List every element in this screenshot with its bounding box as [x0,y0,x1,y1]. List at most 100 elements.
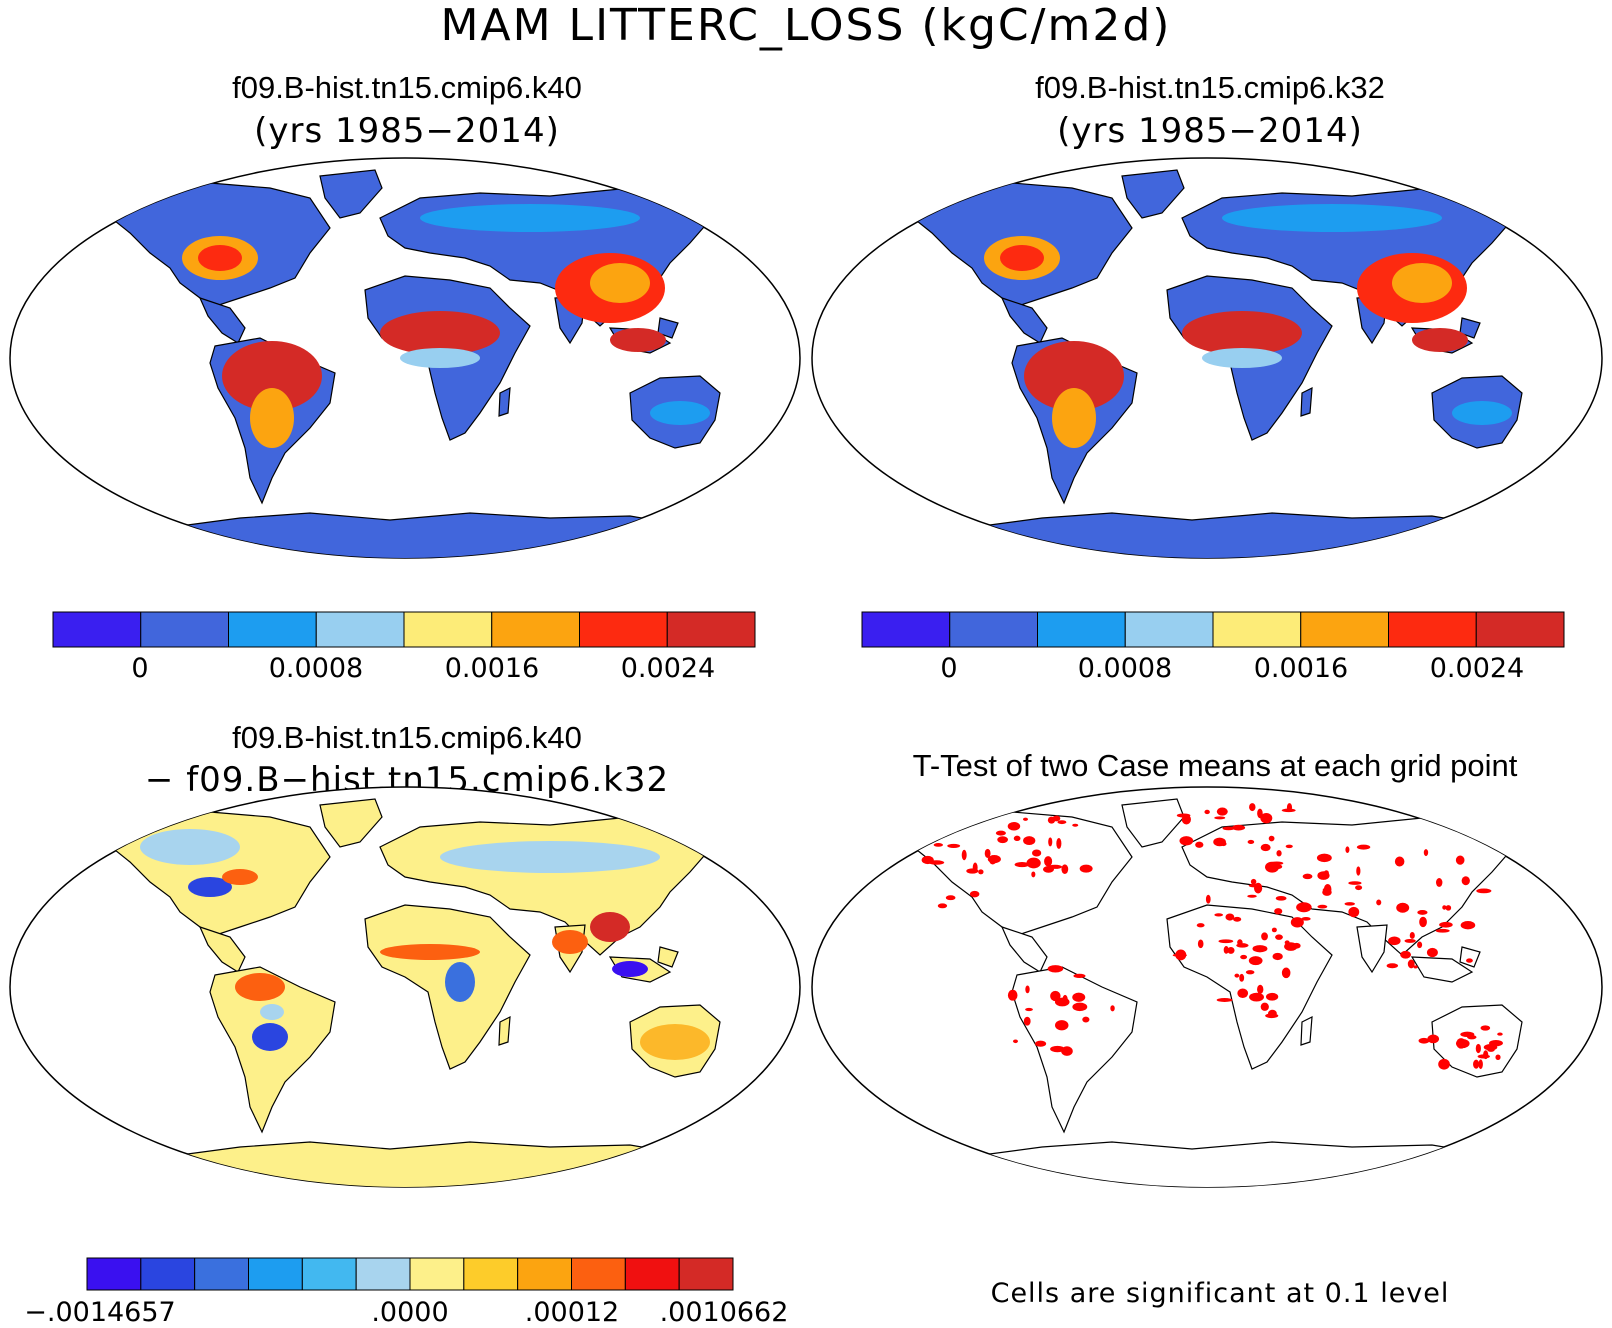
significant-cell [1344,902,1355,906]
significant-cell [1237,988,1249,999]
case1-map [9,157,801,559]
significant-cell [1236,943,1249,948]
significant-cell [947,843,961,848]
diff-anomalies [140,829,710,1060]
significant-cell [1345,846,1350,854]
significant-cell [1260,843,1271,852]
case2-colorbar-swatch-0 [861,611,951,648]
significant-cell [1275,934,1283,940]
significant-cell [1260,1002,1269,1011]
significant-cell [1055,1020,1069,1031]
diff-colorbar-swatch-6 [409,1257,465,1291]
significant-cell [1007,821,1021,831]
significant-cell [1227,946,1235,954]
diff-colorbar-swatch-4 [301,1257,357,1291]
significant-cell [1195,841,1204,848]
significant-cell [1196,923,1205,928]
diff-cb-label-1: .0000 [371,1297,449,1328]
case1-colorbar-swatch-3 [315,611,405,648]
diff-cb-label-0: −.0014657 [24,1297,176,1328]
case1-cb-label-1: 0.0008 [268,653,364,684]
significant-cell [1214,913,1224,917]
significant-cell [1272,952,1283,961]
significant-cell [1047,965,1064,973]
case1-colorbar-swatch-6 [579,611,668,648]
significant-cell [1301,916,1311,921]
significant-cell [1035,1040,1047,1047]
significant-cell [1274,908,1283,915]
diff-colorbar-swatch-10 [624,1257,680,1291]
case2-cb-label-2: 0.0016 [1253,653,1349,684]
significant-cell [1072,992,1086,1002]
significant-cell [1245,970,1255,975]
diff-colorbar-swatch-2 [194,1257,249,1291]
diff-map [9,786,801,1188]
significant-cell [1302,873,1313,880]
significant-cell [1276,850,1282,857]
significant-cell [1204,809,1210,815]
significant-cell [1044,856,1053,867]
significance-note: Cells are significant at 0.1 level [990,1278,1450,1309]
case1-high-values [182,204,710,448]
significant-cell [1489,1039,1503,1047]
significant-cell [1285,844,1293,849]
significant-cell [1316,853,1332,863]
significant-cell [987,855,1001,864]
significant-cell [1409,931,1415,939]
significant-cell [1417,941,1423,949]
significant-cell [1223,946,1229,954]
significant-cell [1110,1005,1115,1012]
significant-cell [1404,938,1416,943]
case1-cb-label-3: 0.0024 [620,653,716,684]
significant-cell [1400,950,1412,959]
significant-cell [1079,864,1093,873]
significant-cell [1014,862,1030,868]
significant-cell [1061,864,1069,874]
significant-cell [1179,836,1194,846]
significant-cell [1476,888,1492,894]
significant-cell [1423,849,1429,857]
ttest-title: T-Test of two Case means at each grid po… [912,748,1518,783]
significant-cell [1296,902,1312,913]
significant-cell [1031,871,1036,878]
case2-colorbar-swatch-3 [1124,611,1214,648]
significant-cell [1260,812,1273,824]
case1-colorbar-swatch-2 [228,611,317,648]
significant-cell [1435,928,1450,933]
significant-cell [1197,939,1204,949]
significant-cell [1012,1039,1018,1044]
case1-colorbar [52,611,756,648]
significant-cell [1475,1043,1481,1054]
significant-cell [969,890,980,898]
significant-cell [1261,932,1268,941]
significant-cell [1356,866,1361,876]
significant-cell [1460,921,1476,930]
significant-cell [937,903,948,909]
significant-cell [1222,826,1235,831]
significant-cell [1252,945,1268,953]
significant-cell [1439,921,1453,928]
significant-cell [1427,1034,1440,1044]
significant-cell [1257,808,1263,819]
significant-cell [1467,1034,1477,1040]
significant-cell [1249,992,1264,1002]
diff-cb-label-2: .00012 [524,1297,620,1328]
significant-cell [1413,965,1418,969]
case2-name: f09.B-hist.tn15.cmip6.k32 [1035,70,1385,105]
ttest-map [811,786,1603,1188]
significant-cell [1442,905,1447,910]
significant-cell [1436,878,1443,887]
significant-cell [1031,849,1042,857]
significant-cell [1495,1054,1501,1061]
significant-cell [1257,984,1264,995]
significant-cell [1248,883,1261,888]
significant-cell [1394,856,1405,867]
case1-colorbar-swatch-5 [491,611,580,648]
significant-cell [1175,949,1187,961]
significant-cell [966,868,979,874]
diff-title-line1: f09.B-hist.tn15.cmip6.k40 [232,720,582,755]
significant-cell [1239,973,1245,982]
case2-colorbar [861,611,1565,648]
significant-cell [1317,871,1330,880]
significant-cell [1233,916,1242,922]
